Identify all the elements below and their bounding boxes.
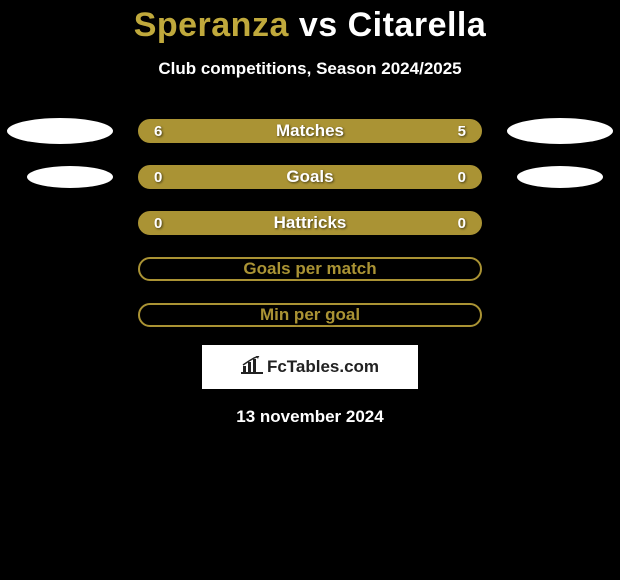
- stat-row: Min per goal: [0, 303, 620, 327]
- stat-label: Hattricks: [274, 213, 347, 233]
- logo-text: FcTables.com: [267, 357, 379, 377]
- stat-row: 0 Goals 0: [0, 165, 620, 189]
- page-title: Speranza vs Citarella: [0, 0, 620, 45]
- logo-inner: FcTables.com: [241, 356, 379, 379]
- stat-bar: 0 Goals 0: [138, 165, 482, 189]
- stat-rows: 6 Matches 5 0 Goals 0 0 Hattricks 0 Goals per mat…: [0, 119, 620, 327]
- date-text: 13 november 2024: [0, 407, 620, 427]
- stat-label: Matches: [276, 121, 344, 141]
- right-ellipse: [517, 166, 603, 188]
- stat-bar: 6 Matches 5: [138, 119, 482, 143]
- title-player1: Speranza: [134, 6, 289, 44]
- stat-left-value: 0: [154, 169, 162, 186]
- stat-bar: Goals per match: [138, 257, 482, 281]
- stat-right-value: 0: [458, 169, 466, 186]
- stat-bar: Min per goal: [138, 303, 482, 327]
- stat-left-value: 0: [154, 215, 162, 232]
- stat-bar: 0 Hattricks 0: [138, 211, 482, 235]
- stat-row: 0 Hattricks 0: [0, 211, 620, 235]
- stat-left-value: 6: [154, 123, 162, 140]
- left-ellipse: [27, 166, 113, 188]
- stat-row: 6 Matches 5: [0, 119, 620, 143]
- stat-right-value: 5: [458, 123, 466, 140]
- left-ellipse: [7, 118, 113, 144]
- title-vs: vs: [299, 6, 338, 44]
- stat-label: Min per goal: [260, 305, 360, 325]
- comparison-infographic: Speranza vs Citarella Club competitions,…: [0, 0, 620, 580]
- title-player2: Citarella: [348, 6, 487, 44]
- chart-icon: [241, 356, 263, 379]
- stat-label: Goals per match: [243, 259, 376, 279]
- right-ellipse: [507, 118, 613, 144]
- stat-right-value: 0: [458, 215, 466, 232]
- stat-row: Goals per match: [0, 257, 620, 281]
- subtitle: Club competitions, Season 2024/2025: [0, 59, 620, 79]
- logo-box: FcTables.com: [202, 345, 418, 389]
- stat-label: Goals: [286, 167, 333, 187]
